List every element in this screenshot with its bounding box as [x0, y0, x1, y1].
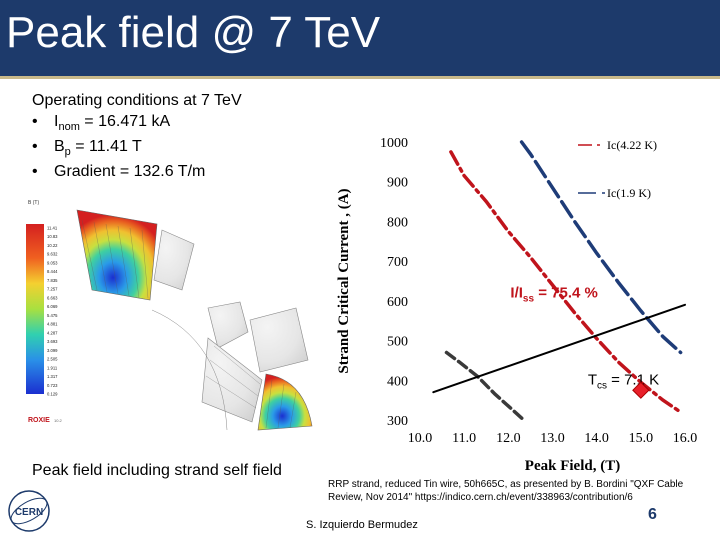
- operating-conditions-title: Operating conditions at 7 TeV: [32, 92, 242, 109]
- annotation-label: Tcs = 7.1 K: [588, 371, 659, 391]
- y-tick-label: 400: [387, 374, 408, 389]
- x-axis-label: Peak Field, (T): [525, 458, 620, 474]
- header-rule: [0, 76, 720, 79]
- color-scale-label: 7.257: [47, 287, 58, 292]
- bullet-current: • Inom = 16.471 kA: [32, 112, 205, 137]
- color-scale-label: 10.83: [47, 234, 58, 239]
- cern-logo-text: CERN: [15, 507, 43, 518]
- color-scale-label: 1.317: [47, 374, 58, 379]
- annotation-text: T: [588, 371, 597, 388]
- color-scale-label: 4.881: [47, 322, 58, 327]
- color-scale-label: 9.632: [47, 252, 58, 257]
- y-tick-label: 500: [387, 335, 408, 350]
- color-scale-label: 0.723: [47, 383, 58, 388]
- color-scale-label: 4.287: [47, 330, 58, 335]
- series-line-1: [519, 140, 683, 355]
- operating-point-marker: [632, 381, 650, 399]
- color-scale-label: 10.22: [47, 243, 58, 248]
- annotation-value: = 75.4 %: [534, 285, 598, 302]
- bullet-subscript: p: [64, 146, 71, 159]
- coil-block-upper-right: [153, 229, 195, 291]
- color-scale-label: 0.129: [47, 392, 58, 397]
- critical-current-chart: 300 400 500 600 700 800 900 1000 10.0 11.0 12.0 13.…: [336, 136, 698, 474]
- field-map-unit: B (T): [28, 200, 39, 206]
- annotation-subscript: cs: [597, 380, 607, 391]
- bullet-dot: •: [32, 113, 38, 130]
- bullet-value: = 11.41 T: [70, 138, 142, 156]
- field-map-caption: Peak field including strand self field: [32, 462, 282, 479]
- color-scale-label: 3.099: [47, 348, 58, 353]
- y-tick-label: 800: [387, 215, 408, 230]
- y-tick-label: 700: [387, 255, 408, 270]
- y-axis-label: Strand Critical Current , (A): [336, 188, 352, 373]
- y-tick-label: 600: [387, 295, 408, 310]
- bullet-gradient: • Gradient = 132.6 T/m: [32, 162, 205, 181]
- bullet-value: = 16.471 kA: [79, 113, 171, 130]
- color-scale-label: 5.475: [47, 313, 58, 318]
- legend-label: Ic(1.9 K): [607, 186, 651, 200]
- color-scale-label: 1.911: [47, 365, 58, 370]
- y-tick-label: 1000: [380, 136, 408, 151]
- color-scale-label: 2.505: [47, 357, 58, 362]
- slide-title: Peak field @ 7 TeV: [6, 8, 381, 57]
- operating-conditions-list: • Inom = 16.471 kA • Bp = 11.41 T • Gradien…: [32, 112, 205, 181]
- series-line-2: [444, 350, 526, 422]
- bullet-subscript: nom: [58, 121, 80, 134]
- color-scale-label: 3.693: [47, 339, 58, 344]
- author-name: S. Izquierdo Bermudez: [306, 519, 418, 531]
- x-tick-label: 13.0: [540, 431, 565, 446]
- color-scale-label: 9.053: [47, 260, 58, 265]
- x-tick-label: 11.0: [452, 431, 476, 446]
- annotation-value: = 7.1 K: [607, 371, 659, 388]
- x-tick-label: 15.0: [629, 431, 654, 446]
- bullet-peak-field: • Bp = 11.41 T: [32, 137, 205, 162]
- bullet-value: Gradient = 132.6 T/m: [54, 163, 206, 181]
- x-tick-label: 14.0: [584, 431, 609, 446]
- annotation-label: I/Iss = 75.4 %: [510, 285, 597, 305]
- color-scale-label: 8.444: [47, 269, 58, 274]
- annotation-subscript: ss: [523, 294, 535, 305]
- aperture-arc: [151, 309, 228, 431]
- coil-block-middle-right: [207, 301, 249, 349]
- y-tick-label: 300: [387, 414, 408, 429]
- x-tick-label: 12.0: [496, 431, 521, 446]
- series-line-3: [432, 303, 686, 394]
- bullet-label: I: [54, 113, 59, 130]
- page-number: 6: [648, 506, 657, 523]
- coil-block-right: [249, 307, 309, 373]
- color-scale-bar: [26, 224, 44, 394]
- legend-label: Ic(4.22 K): [607, 138, 657, 152]
- x-tick-label: 10.0: [408, 431, 433, 446]
- field-map-figure: B (T) 11.41 10.83 10.22 9.632 9.053 8.444 7.83…: [26, 200, 313, 431]
- cern-logo: CERN: [8, 490, 50, 532]
- source-note: RRP strand, reduced Tin wire, 50h665C, a…: [328, 479, 684, 503]
- color-scale-label: 7.835: [47, 278, 58, 283]
- coil-turn-lines: [81, 219, 297, 429]
- y-tick-label: 900: [387, 176, 408, 191]
- annotation-text: I/I: [510, 285, 523, 302]
- coil-block-lower-right: [257, 373, 313, 431]
- slide-header: Peak field @ 7 TeV: [0, 0, 720, 76]
- bullet-label: B: [54, 138, 65, 156]
- color-scale-label: 11.41: [47, 226, 58, 231]
- coil-block-lower-middle: [201, 337, 263, 423]
- x-tick-label: 16.0: [673, 431, 698, 446]
- color-scale-label: 6.663: [47, 295, 58, 300]
- bullet-dot: •: [32, 163, 38, 181]
- roxie-logo: ROXIE: [28, 417, 50, 424]
- bullet-dot: •: [32, 138, 38, 156]
- color-scale-label: 6.069: [47, 304, 58, 309]
- roxie-version: 10.2: [54, 418, 63, 423]
- color-scale-labels: 11.41 10.83 10.22 9.632 9.053 8.444 7.835 7.257…: [47, 226, 58, 397]
- coil-block-upper-left: [76, 209, 158, 301]
